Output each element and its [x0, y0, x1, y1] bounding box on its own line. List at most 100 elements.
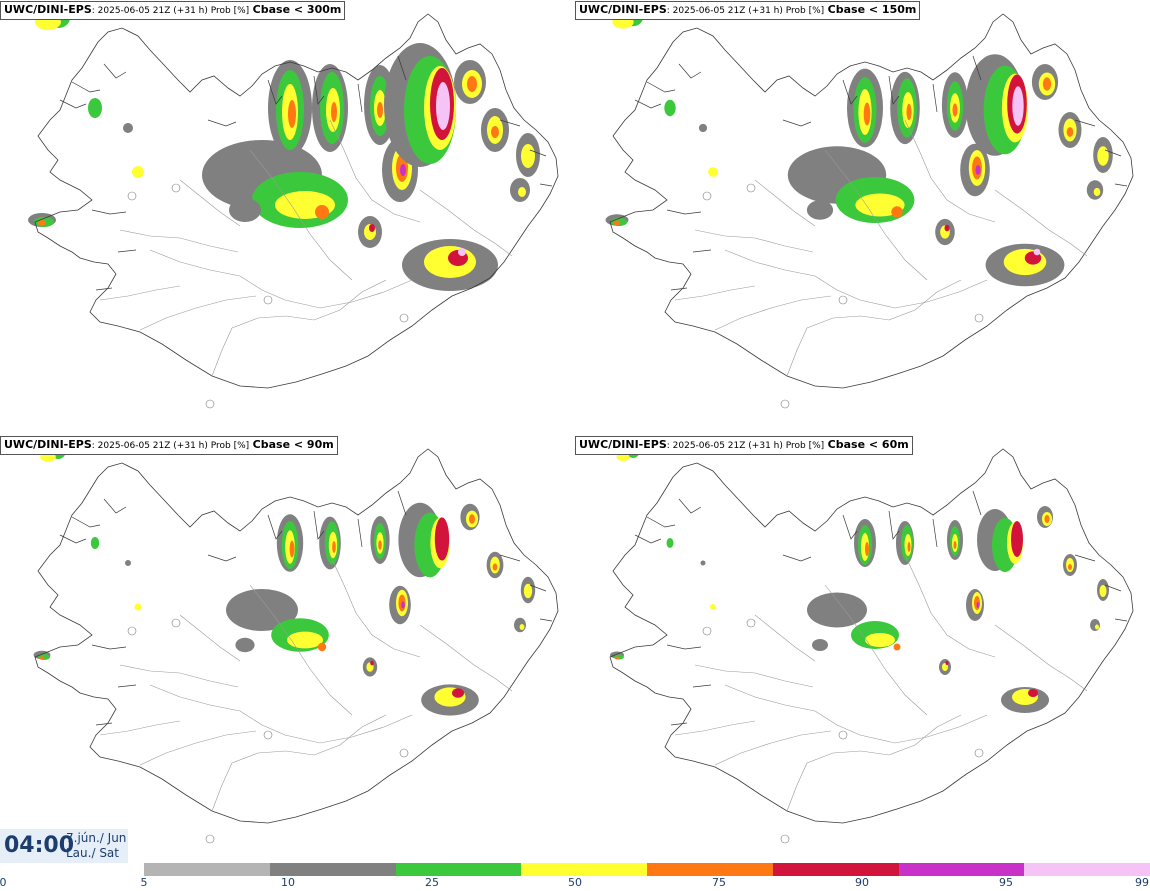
probability-contour — [434, 517, 450, 561]
probability-contour — [125, 560, 131, 566]
region-boundary — [329, 119, 421, 223]
coastline-detail — [539, 618, 553, 622]
legend-swatch — [269, 863, 396, 876]
region-boundary — [754, 179, 816, 227]
probability-contour — [806, 200, 834, 220]
color-legend — [144, 863, 1150, 876]
probability-contour — [1097, 146, 1109, 166]
coastline-detail — [59, 99, 87, 109]
lake-outline — [974, 748, 984, 758]
legend-tick-label: 5 — [140, 876, 148, 889]
region-boundary — [211, 714, 387, 812]
lake-outline — [127, 191, 137, 201]
probability-contour — [436, 82, 450, 130]
region-boundary — [139, 730, 257, 766]
probability-contour — [452, 688, 464, 698]
legend-swatch — [772, 863, 899, 876]
coastline-detail — [91, 209, 127, 215]
probability-contour — [700, 560, 706, 566]
coastline-detail — [1074, 119, 1096, 127]
probability-contour — [289, 540, 295, 558]
legend-swatch — [898, 863, 1025, 876]
coastline-detail — [71, 516, 101, 528]
coastline-detail — [397, 55, 407, 81]
lake-outline — [838, 295, 848, 305]
coastline-detail — [539, 183, 553, 187]
coastline-detail — [646, 516, 676, 528]
probability-contour — [90, 537, 100, 549]
legend-tick-label: 10 — [281, 876, 295, 889]
probability-contour — [287, 631, 323, 649]
legend-tick-label: 0 — [0, 876, 7, 889]
region-boundary — [419, 189, 513, 257]
probability-contour — [123, 123, 133, 133]
coastline — [34, 13, 559, 389]
region-boundary — [329, 554, 421, 658]
coastline-detail — [666, 644, 702, 650]
legend-tick-label: 95 — [999, 876, 1013, 889]
probability-contour — [616, 453, 630, 461]
probability-contour — [708, 167, 718, 177]
legend-tick-label: 75 — [712, 876, 726, 889]
probability-contour — [863, 102, 871, 126]
map-panel-cbase-300m: UWC/DINI-EPS: 2025-06-05 21Z (+31 h) Pro… — [0, 0, 575, 430]
region-boundary — [724, 249, 988, 309]
lake-outline — [171, 183, 181, 193]
probability-contour — [377, 102, 383, 118]
coastline-detail — [634, 99, 662, 109]
coastline-detail — [529, 149, 547, 157]
coastline — [34, 448, 559, 824]
lake-outline — [780, 399, 790, 409]
coastline-detail — [103, 498, 127, 514]
region-boundary — [824, 149, 928, 281]
coastline-detail — [207, 554, 237, 562]
region-boundary — [119, 229, 239, 253]
lake-outline — [263, 295, 273, 305]
probability-contour — [518, 187, 526, 197]
probability-contour — [1012, 86, 1024, 126]
coastline-detail — [972, 490, 982, 516]
region-boundary — [994, 624, 1088, 692]
coastline-detail — [670, 722, 688, 726]
coastline — [609, 13, 1134, 389]
probability-field — [33, 447, 536, 716]
probability-contour — [332, 541, 336, 553]
probability-contour — [521, 144, 535, 168]
coastline-detail — [397, 490, 407, 516]
lake-outline — [205, 399, 215, 409]
probability-contour — [710, 604, 716, 610]
coastline-detail — [888, 510, 900, 540]
probability-contour — [514, 617, 526, 633]
panel-title: UWC/DINI-EPS: 2025-06-05 21Z (+31 h) Pro… — [575, 1, 921, 20]
coastline-detail — [117, 684, 137, 688]
coastline-detail — [670, 287, 688, 291]
lake-outline — [746, 183, 756, 193]
probability-contour — [865, 633, 895, 647]
probability-contour — [331, 102, 337, 122]
region-boundary — [904, 119, 996, 223]
region-boundary — [249, 584, 353, 716]
probability-contour — [401, 601, 405, 609]
probability-contour — [952, 103, 958, 117]
probability-contour — [664, 99, 676, 117]
probability-contour — [942, 663, 948, 671]
probability-contour — [369, 224, 375, 232]
coastline-detail — [646, 81, 676, 93]
probability-contour — [907, 542, 911, 552]
probability-contour — [288, 100, 296, 128]
panel-title: UWC/DINI-EPS: 2025-06-05 21Z (+31 h) Pro… — [0, 1, 346, 20]
region-boundary — [179, 179, 241, 227]
probability-contour — [906, 103, 912, 121]
probability-field — [610, 448, 1109, 713]
coastline-detail — [1104, 584, 1122, 592]
probability-contour — [492, 563, 498, 571]
coastline-detail — [1104, 149, 1122, 157]
probability-contour — [378, 540, 382, 550]
coastline-detail — [95, 287, 113, 291]
map-panel-cbase-150m: UWC/DINI-EPS: 2025-06-05 21Z (+31 h) Pro… — [575, 0, 1150, 430]
lake-outline — [399, 748, 409, 758]
probability-contour — [698, 123, 708, 133]
lake-outline — [838, 730, 848, 740]
probability-contour — [523, 583, 533, 599]
probability-contour — [893, 643, 901, 651]
